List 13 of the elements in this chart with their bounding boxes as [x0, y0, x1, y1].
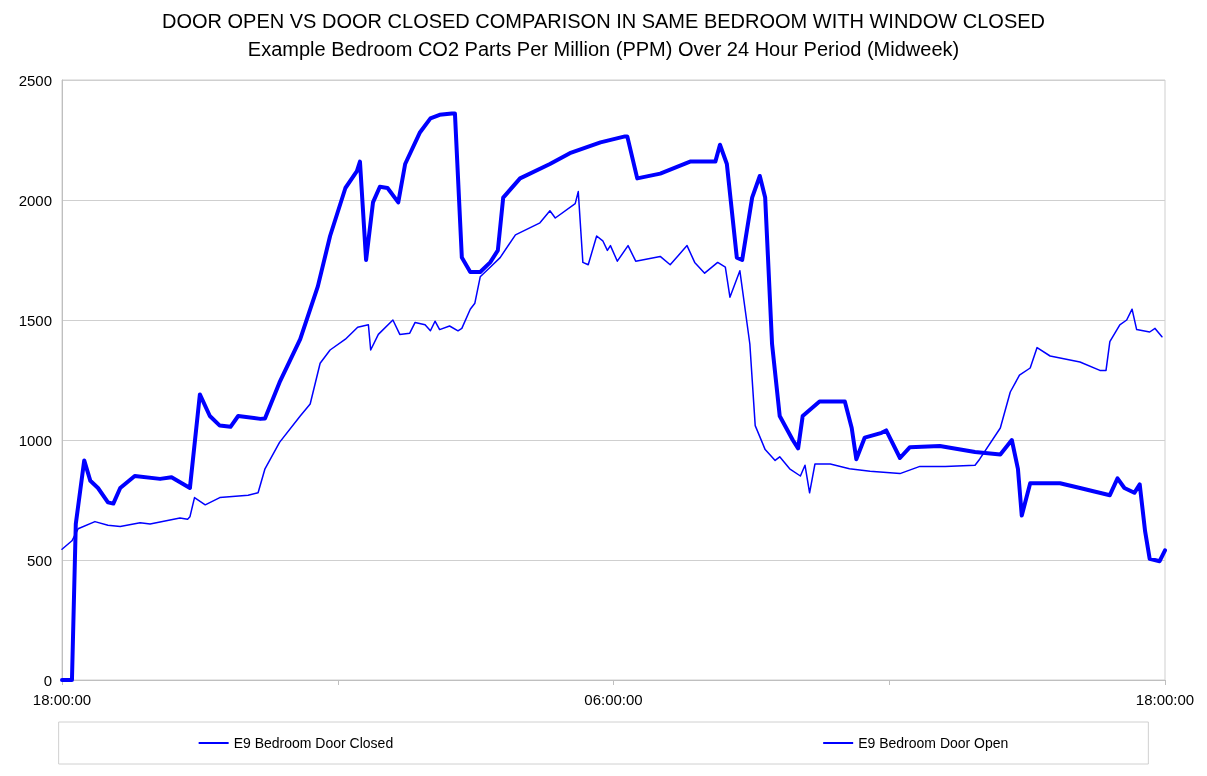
- legend-label: E9 Bedroom Door Closed: [233, 735, 394, 751]
- legend-label: E9 Bedroom Door Open: [858, 735, 1009, 751]
- x-tick-label: 06:00:00: [584, 691, 643, 708]
- x-tick-label: 18:00:00: [1135, 691, 1195, 708]
- x-tick-label: 18:00:00: [32, 691, 92, 708]
- y-tick-label: 1000: [18, 431, 52, 449]
- y-tick-label: 2000: [18, 191, 52, 209]
- y-tick-label: 2500: [18, 71, 52, 89]
- chart-subtitle: Example Bedroom CO2 Parts Per Million (PPM) Over 24 Hour Period (Midweek): [247, 38, 960, 60]
- y-tick-label: 0: [43, 671, 52, 689]
- chart-title: DOOR OPEN VS DOOR CLOSED COMPARISON IN SAME BEDROOM WITH WINDOW CLOSED: [161, 10, 1046, 32]
- y-tick-label: 500: [26, 551, 52, 569]
- y-tick-label: 1500: [18, 311, 52, 329]
